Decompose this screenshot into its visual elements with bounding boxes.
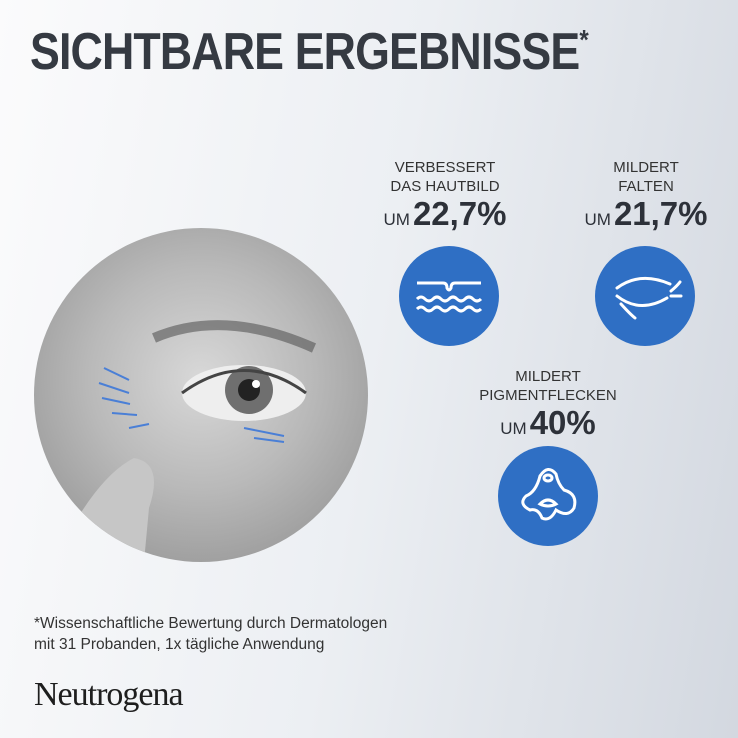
stat-number: 21,7% xyxy=(613,195,708,232)
stat-prefix: UM xyxy=(584,210,611,229)
stat-pigment: MILDERT PIGMENTFLECKEN UM40% xyxy=(448,367,648,447)
stat-label: FALTEN xyxy=(618,178,674,195)
stat-label: MILDERT xyxy=(613,159,679,176)
stat-label: MILDERT xyxy=(515,368,581,385)
footnote-line: mit 31 Probanden, 1x tägliche Anwendung xyxy=(34,636,325,653)
stat-skin: VERBESSERT DAS HAUTBILD UM22,7% xyxy=(345,158,545,238)
wrinkles-icon xyxy=(595,246,695,346)
stat-number: 40% xyxy=(529,404,596,441)
footnote: *Wissenschaftliche Bewertung durch Derma… xyxy=(34,613,387,655)
stat-prefix: UM xyxy=(500,419,527,438)
stat-prefix: UM xyxy=(383,210,410,229)
footnote-line: *Wissenschaftliche Bewertung durch Derma… xyxy=(34,615,388,632)
stat-number: 22,7% xyxy=(412,195,507,232)
stat-value: UM22,7% xyxy=(345,196,545,238)
skin-texture-icon xyxy=(399,246,499,346)
stat-wrinkles: MILDERT FALTEN UM21,7% xyxy=(546,158,738,238)
stat-label: VERBESSERT xyxy=(394,159,496,176)
stat-label: PIGMENTFLECKEN xyxy=(479,387,617,404)
stat-label: DAS HAUTBILD xyxy=(390,178,500,195)
headline: SICHTBARE ERGEBNISSE* xyxy=(30,22,589,82)
headline-text: SICHTBARE ERGEBNISSE xyxy=(30,23,580,81)
brand-logo: Neutrogena xyxy=(34,676,184,713)
stat-value: UM40% xyxy=(448,405,648,447)
headline-asterisk: * xyxy=(579,24,588,55)
stat-value: UM21,7% xyxy=(546,196,738,238)
eye-photo xyxy=(34,228,368,562)
pigment-spot-icon xyxy=(498,446,598,546)
